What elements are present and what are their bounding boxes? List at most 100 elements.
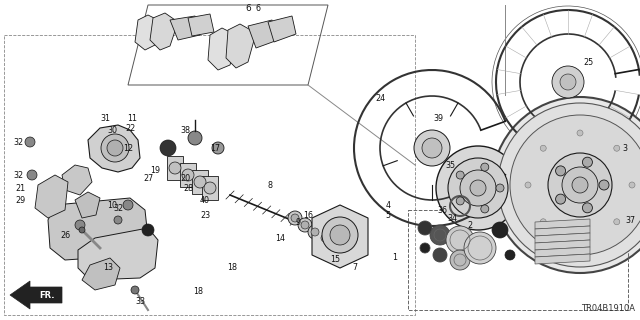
Text: 32: 32 bbox=[113, 204, 123, 212]
Text: 18: 18 bbox=[227, 263, 237, 273]
Circle shape bbox=[599, 180, 609, 190]
Circle shape bbox=[420, 243, 430, 253]
Circle shape bbox=[582, 203, 593, 213]
Text: 19: 19 bbox=[150, 165, 160, 174]
Circle shape bbox=[107, 140, 123, 156]
Text: 20: 20 bbox=[180, 173, 190, 182]
Circle shape bbox=[433, 248, 447, 262]
Text: 28: 28 bbox=[183, 183, 193, 193]
Text: 36: 36 bbox=[437, 205, 447, 214]
Circle shape bbox=[460, 170, 496, 206]
Circle shape bbox=[505, 250, 515, 260]
Circle shape bbox=[552, 66, 584, 98]
Circle shape bbox=[464, 232, 496, 264]
Circle shape bbox=[456, 197, 464, 205]
Text: 14: 14 bbox=[275, 234, 285, 243]
Polygon shape bbox=[248, 20, 278, 48]
Polygon shape bbox=[535, 233, 590, 243]
Circle shape bbox=[169, 162, 181, 174]
Polygon shape bbox=[48, 198, 148, 260]
Text: 39: 39 bbox=[433, 114, 443, 123]
Circle shape bbox=[492, 97, 640, 273]
Circle shape bbox=[322, 217, 358, 253]
Circle shape bbox=[311, 228, 319, 236]
Text: 18: 18 bbox=[193, 287, 203, 297]
Circle shape bbox=[308, 225, 322, 239]
Circle shape bbox=[194, 176, 206, 188]
Circle shape bbox=[101, 134, 129, 162]
Circle shape bbox=[25, 137, 35, 147]
Text: 6: 6 bbox=[255, 4, 260, 12]
Circle shape bbox=[131, 286, 139, 294]
Text: 8: 8 bbox=[268, 180, 273, 189]
Circle shape bbox=[288, 211, 302, 225]
Text: 40: 40 bbox=[200, 196, 210, 204]
Text: 17: 17 bbox=[210, 143, 220, 153]
Polygon shape bbox=[10, 281, 62, 309]
Polygon shape bbox=[135, 15, 162, 50]
Text: 11: 11 bbox=[127, 114, 137, 123]
Polygon shape bbox=[268, 16, 296, 42]
Circle shape bbox=[114, 216, 122, 224]
Polygon shape bbox=[202, 176, 218, 200]
Text: TR04B1910A: TR04B1910A bbox=[581, 304, 635, 313]
Text: 31: 31 bbox=[100, 114, 110, 123]
Text: 32: 32 bbox=[13, 138, 23, 147]
Text: 26: 26 bbox=[60, 230, 70, 239]
Circle shape bbox=[470, 180, 486, 196]
Text: 4: 4 bbox=[385, 201, 390, 210]
Polygon shape bbox=[535, 226, 590, 236]
Circle shape bbox=[448, 158, 508, 218]
Polygon shape bbox=[88, 125, 140, 172]
Circle shape bbox=[456, 171, 464, 179]
Circle shape bbox=[577, 234, 583, 240]
Polygon shape bbox=[208, 28, 238, 70]
Circle shape bbox=[291, 214, 299, 222]
Text: 21: 21 bbox=[15, 183, 25, 193]
Circle shape bbox=[556, 166, 566, 176]
Circle shape bbox=[481, 163, 489, 171]
Text: 10: 10 bbox=[107, 201, 117, 210]
Circle shape bbox=[79, 227, 85, 233]
Text: 30: 30 bbox=[107, 125, 117, 134]
Circle shape bbox=[446, 226, 474, 254]
Circle shape bbox=[560, 74, 576, 90]
Polygon shape bbox=[226, 24, 256, 68]
Circle shape bbox=[510, 115, 640, 255]
Polygon shape bbox=[192, 170, 208, 194]
Polygon shape bbox=[82, 258, 120, 290]
Text: 33: 33 bbox=[135, 298, 145, 307]
Text: 15: 15 bbox=[330, 255, 340, 265]
Text: 6: 6 bbox=[245, 4, 251, 12]
Polygon shape bbox=[167, 156, 183, 180]
Text: 38: 38 bbox=[180, 125, 190, 134]
Text: 2: 2 bbox=[467, 220, 472, 229]
Circle shape bbox=[496, 184, 504, 192]
Text: 13: 13 bbox=[103, 263, 113, 273]
Polygon shape bbox=[170, 16, 200, 40]
Text: 7: 7 bbox=[353, 263, 358, 273]
Polygon shape bbox=[62, 165, 92, 195]
Circle shape bbox=[540, 219, 546, 225]
Circle shape bbox=[430, 225, 450, 245]
Polygon shape bbox=[75, 192, 100, 218]
Circle shape bbox=[182, 169, 194, 181]
Circle shape bbox=[548, 153, 612, 217]
Polygon shape bbox=[180, 163, 196, 187]
Circle shape bbox=[418, 221, 432, 235]
Circle shape bbox=[492, 222, 508, 238]
Circle shape bbox=[436, 146, 520, 230]
Polygon shape bbox=[535, 240, 590, 250]
Text: 12: 12 bbox=[123, 143, 133, 153]
Circle shape bbox=[525, 182, 531, 188]
Circle shape bbox=[556, 194, 566, 204]
Circle shape bbox=[414, 130, 450, 166]
Circle shape bbox=[577, 130, 583, 136]
Polygon shape bbox=[150, 13, 178, 50]
Circle shape bbox=[562, 167, 598, 203]
Text: 24: 24 bbox=[375, 93, 385, 102]
Polygon shape bbox=[535, 254, 590, 264]
Text: FR.: FR. bbox=[39, 291, 55, 300]
Circle shape bbox=[301, 221, 309, 229]
Circle shape bbox=[422, 138, 442, 158]
